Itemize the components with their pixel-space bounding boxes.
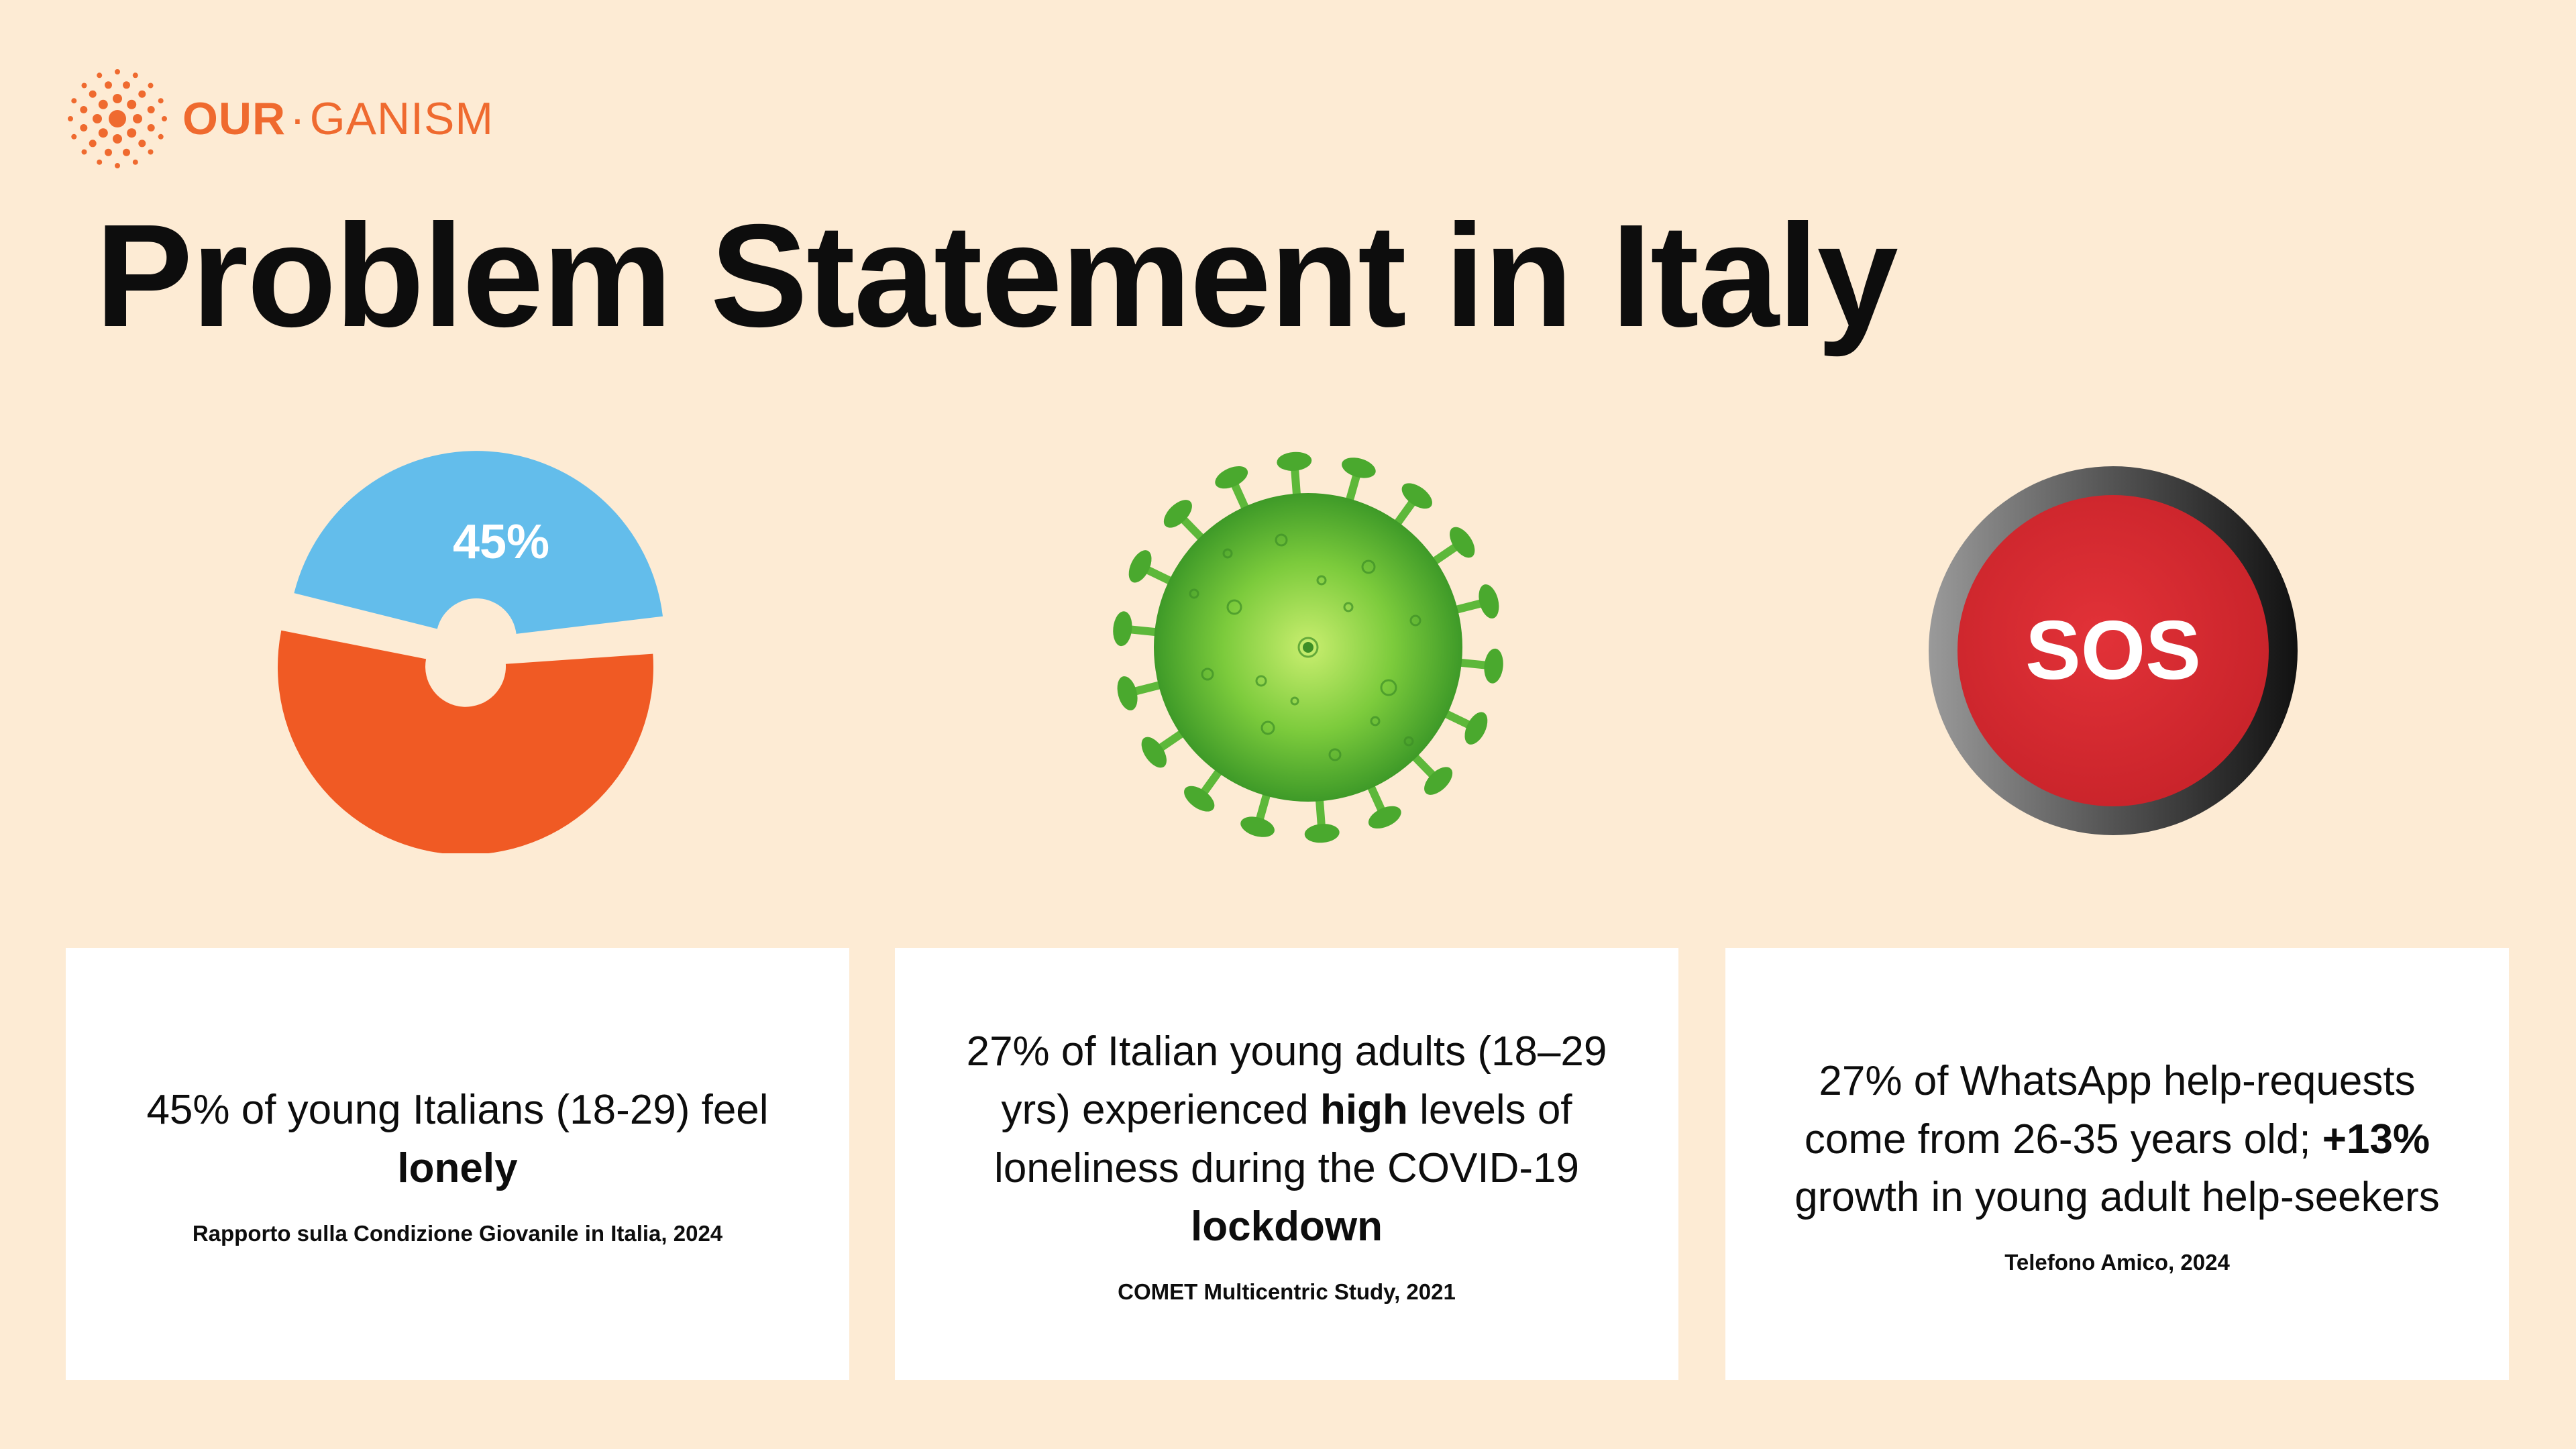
donut-segment-rest	[277, 630, 653, 853]
radial-dots-logo-icon	[68, 69, 167, 168]
sos-button-label: SOS	[2025, 604, 2201, 697]
stat-text-part: 27% of Italian young adults (18–29 yrs) …	[966, 1028, 1607, 1134]
stat-text-part: levels of loneliness during the COVID-19	[994, 1087, 1579, 1191]
stat-card-loneliness: 45% of young Italians (18-29) feel lonel…	[66, 948, 849, 1380]
stat-emphasis: lonely	[397, 1145, 518, 1191]
stat-text-part: growth in young adult help-seekers	[1794, 1174, 2440, 1221]
stat-text: 27% of Italian young adults (18–29 yrs) …	[935, 1023, 1638, 1256]
stat-card-covid: 27% of Italian young adults (18–29 yrs) …	[895, 948, 1678, 1380]
stat-source: COMET Multicentric Study, 2021	[1118, 1279, 1456, 1304]
coronavirus-icon	[1113, 451, 1503, 843]
stat-source: Telefono Amico, 2024	[2004, 1250, 2230, 1275]
donut-chart: 45%	[277, 451, 663, 853]
virus-surface-dots	[1189, 533, 1421, 761]
brand-name-separator: ·	[290, 93, 306, 144]
stat-text: 45% of young Italians (18-29) feel lonel…	[106, 1081, 809, 1198]
brand-name-rest: GANISM	[309, 93, 494, 144]
stat-source: Rapporto sulla Condizione Giovanile in I…	[192, 1220, 723, 1246]
donut-segment-highlight	[294, 451, 663, 634]
stat-emphasis: high	[1320, 1087, 1408, 1134]
stat-text: 27% of WhatsApp help-requests come from …	[1766, 1053, 2469, 1227]
brand-name: OUR·GANISM	[182, 93, 494, 145]
sos-button-face	[1957, 495, 2269, 806]
sos-button-icon: SOS	[1929, 466, 2298, 835]
donut-label: 45%	[453, 515, 549, 569]
virus-spikes	[1113, 451, 1503, 843]
stat-text-part: 45% of young Italians (18-29) feel	[146, 1087, 769, 1134]
stat-card-help-requests: 27% of WhatsApp help-requests come from …	[1725, 948, 2509, 1380]
brand-logo: OUR·GANISM	[67, 68, 494, 169]
stat-emphasis: +13%	[2322, 1116, 2430, 1163]
stat-emphasis: lockdown	[1191, 1203, 1383, 1250]
brand-name-bold: OUR	[182, 93, 286, 144]
stat-text-part: 27% of WhatsApp help-requests come from …	[1804, 1057, 2416, 1163]
page-title: Problem Statement in Italy	[95, 195, 1898, 358]
